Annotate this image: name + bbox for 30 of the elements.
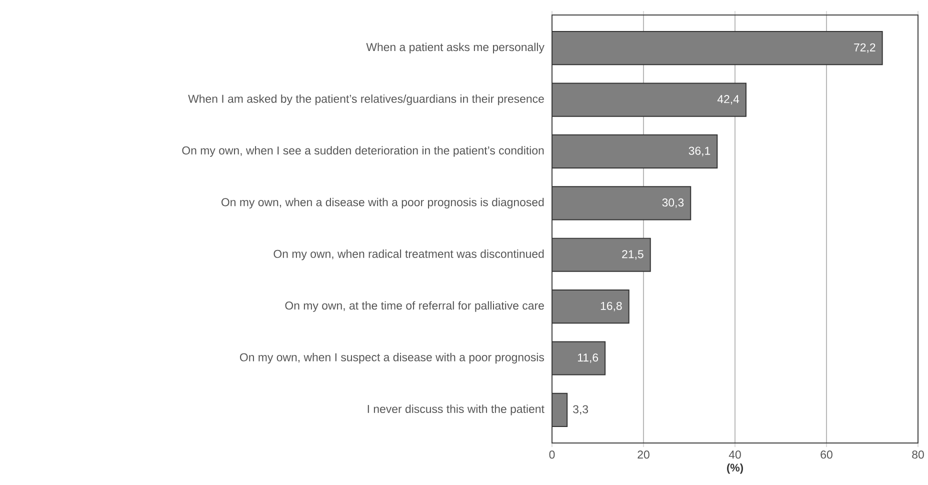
bar: [552, 392, 568, 427]
y-tick-label: On my own, when radical treatment was discontinued: [274, 250, 544, 260]
x-tick-label: 20: [638, 450, 650, 459]
bar: [552, 290, 630, 324]
data-label: 16,8: [600, 302, 622, 312]
x-tick-label: 80: [912, 450, 924, 459]
bar: [552, 82, 746, 117]
bar: [552, 31, 883, 66]
x-tick-label: 40: [728, 450, 741, 459]
data-label: 21,5: [622, 250, 644, 260]
x-axis-title: (%): [727, 463, 743, 474]
data-label: 36,1: [688, 146, 710, 156]
data-label: 72,2: [854, 43, 876, 53]
bar: [552, 238, 651, 272]
y-tick-label: When I am asked by the patient’s relatives/guardians in their presence: [188, 94, 544, 106]
data-label: 11,6: [578, 354, 598, 363]
y-tick-label: On my own, at the time of referral for palliative care: [285, 301, 544, 312]
x-tick-label: 60: [820, 450, 832, 459]
y-tick-label: I never discuss this with the patient: [368, 404, 544, 416]
y-tick-label: On my own, when I suspect a disease with a poor prognosis: [240, 352, 544, 364]
y-tick-label: When a patient asks me personally: [366, 42, 544, 54]
data-label: 3,3: [573, 405, 588, 415]
x-tick-label: 0: [549, 450, 555, 459]
bar: [552, 341, 606, 376]
y-tick-label: On my own, when a disease with a poor prognosis is diagnosed: [222, 198, 544, 208]
bar: [552, 186, 692, 220]
bar: [552, 134, 718, 169]
data-label: 42,4: [717, 95, 740, 105]
y-tick-label: On my own, when I see a sudden deterioration in the patient’s condition: [182, 146, 544, 157]
data-label: 30,3: [662, 198, 684, 208]
